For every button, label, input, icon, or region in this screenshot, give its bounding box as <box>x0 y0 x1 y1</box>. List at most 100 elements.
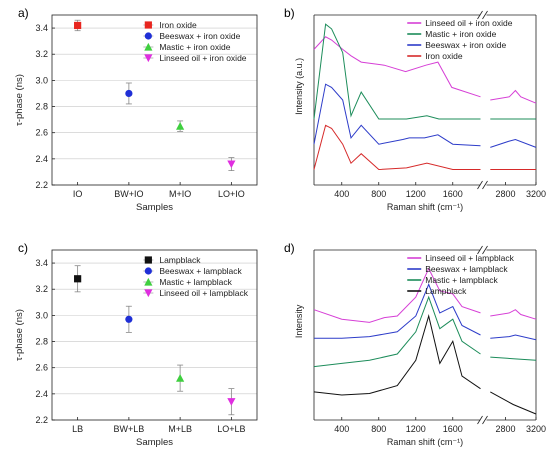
x-tick-label: 800 <box>371 424 386 434</box>
data-point <box>74 275 82 283</box>
axis-break-mark <box>477 10 483 20</box>
x-tick-label: IO <box>73 189 83 199</box>
y-axis-label: τ-phase (ns) <box>14 74 25 126</box>
spectrum-line <box>313 124 481 171</box>
y-tick-label: 3.0 <box>35 310 48 320</box>
legend-label: Lampblack <box>425 286 467 296</box>
legend-label: Linseed oil + iron oxide <box>159 53 246 63</box>
legend-label: Mastic + iron oxide <box>425 29 496 39</box>
spectrum-line <box>313 83 481 147</box>
y-tick-label: 2.2 <box>35 180 48 190</box>
legend-label: Beeswax + lampblack <box>159 266 242 276</box>
axis-break-mark <box>477 245 483 255</box>
x-tick-label: LB <box>72 424 83 434</box>
spectrum-line <box>314 283 481 339</box>
data-point <box>176 122 185 130</box>
x-axis-label: Raman shift (cm⁻¹) <box>387 202 463 212</box>
spectrum-line <box>313 36 481 98</box>
spectrum-line <box>313 267 481 323</box>
legend-label: Linseed oil + lampblack <box>425 253 514 263</box>
x-tick-label: 1200 <box>406 189 426 199</box>
spectrum-line <box>490 89 537 104</box>
plot-frame <box>51 249 258 421</box>
panel-label: d) <box>284 241 295 255</box>
legend-marker <box>144 54 153 63</box>
data-point <box>74 21 82 30</box>
y-tick-label: 3.4 <box>35 258 48 268</box>
spectrum-line <box>490 391 537 415</box>
y-tick-label: 2.8 <box>35 102 48 112</box>
axis-break-mark <box>477 415 483 425</box>
spectrum-line <box>490 356 537 361</box>
y-tick-label: 3.0 <box>35 75 48 85</box>
legend-marker <box>144 256 152 264</box>
x-tick-label: LO+IO <box>218 189 245 199</box>
legend-marker <box>144 32 152 40</box>
y-tick-label: 2.2 <box>35 415 48 425</box>
axis-break-mark <box>482 10 488 20</box>
legend-label: Mastic + iron oxide <box>159 42 230 52</box>
axis-break-mark <box>482 180 488 190</box>
spectrum-line <box>313 295 481 368</box>
y-axis-label: Intensity <box>294 304 304 338</box>
legend-marker <box>144 289 153 298</box>
x-tick-label: BW+IO <box>114 189 143 199</box>
panel-label: c) <box>18 241 28 255</box>
legend-marker <box>144 42 153 51</box>
legend-marker <box>144 21 152 29</box>
axis-break-mark <box>482 415 488 425</box>
legend-label: Iron oxide <box>425 51 463 61</box>
x-tick-label: M+IO <box>169 189 191 199</box>
x-tick-label: 1600 <box>443 189 463 199</box>
spectrum-line <box>313 314 481 396</box>
legend-label: Beeswax + lampblack <box>425 264 508 274</box>
x-tick-label: 3200 <box>526 189 546 199</box>
legend-marker <box>144 267 152 275</box>
legend-label: Iron oxide <box>159 20 197 30</box>
legend-label: Mastic + lampblack <box>425 275 498 285</box>
x-tick-label: 2800 <box>496 424 516 434</box>
data-point <box>125 315 133 323</box>
legend-label: Lampblack <box>159 255 201 265</box>
axis-break-mark <box>482 245 488 255</box>
y-tick-label: 3.2 <box>35 49 48 59</box>
panel-label: a) <box>18 6 29 20</box>
legend-label: Linseed oil + iron oxide <box>425 18 512 28</box>
legend-label: Beeswax + iron oxide <box>159 31 240 41</box>
spectrum-line <box>490 334 537 341</box>
spectrum-line <box>490 138 537 148</box>
legend-marker <box>144 277 153 286</box>
data-point <box>125 89 133 98</box>
x-axis-label: Raman shift (cm⁻¹) <box>387 437 463 447</box>
x-tick-label: 3200 <box>526 424 546 434</box>
data-point <box>227 160 236 169</box>
y-tick-label: 2.6 <box>35 363 48 373</box>
x-axis-label: Samples <box>136 202 173 213</box>
y-tick-label: 3.2 <box>35 284 48 294</box>
x-tick-label: LO+LB <box>217 424 245 434</box>
x-tick-label: 400 <box>334 424 349 434</box>
y-axis-label: τ-phase (ns) <box>14 309 25 361</box>
legend-label: Beeswax + iron oxide <box>425 40 506 50</box>
legend-label: Mastic + lampblack <box>159 277 232 287</box>
x-tick-label: 2800 <box>496 189 516 199</box>
panel-label: b) <box>284 6 295 20</box>
y-tick-label: 2.4 <box>35 154 48 164</box>
data-point <box>176 374 185 382</box>
y-tick-label: 3.4 <box>35 23 48 33</box>
x-tick-label: M+LB <box>168 424 192 434</box>
x-axis-label: Samples <box>136 437 173 448</box>
data-point <box>227 398 236 406</box>
x-tick-label: 1600 <box>443 424 463 434</box>
x-tick-label: 1200 <box>406 424 426 434</box>
x-tick-label: BW+LB <box>113 424 144 434</box>
y-tick-label: 2.4 <box>35 389 48 399</box>
legend-label: Linseed oil + lampblack <box>159 288 248 298</box>
plot-frame <box>51 14 258 186</box>
x-tick-label: 800 <box>371 189 386 199</box>
y-tick-label: 2.8 <box>35 337 48 347</box>
y-axis-label: Intensity (a.u.) <box>294 58 304 115</box>
spectrum-line <box>490 309 537 320</box>
axis-break-mark <box>477 180 483 190</box>
